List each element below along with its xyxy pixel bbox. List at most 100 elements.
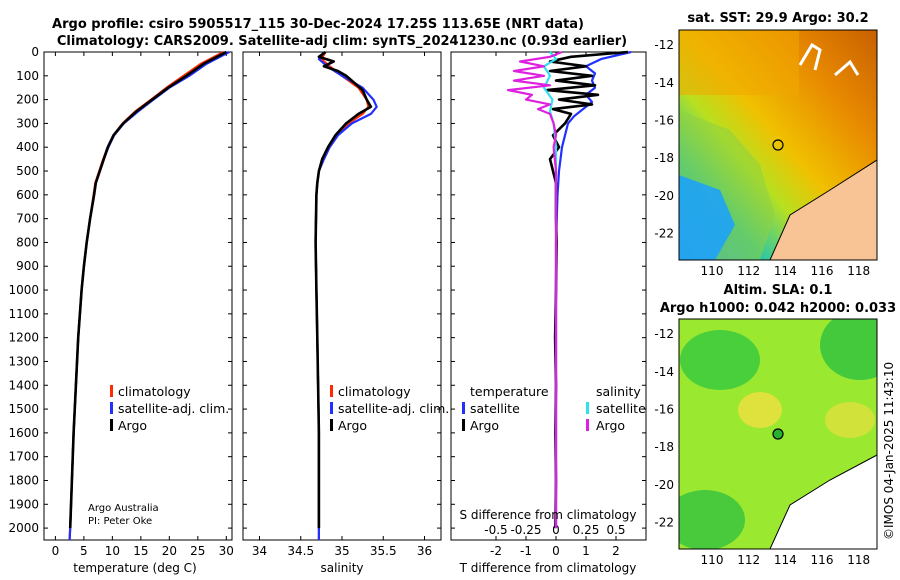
ytick-label: 1800	[8, 473, 39, 487]
legend-swatch-argo	[110, 419, 113, 431]
xtick-label: 2	[612, 544, 620, 558]
sst-land	[769, 159, 877, 260]
legend-satellite-adj-2: satellite-adj. clim.	[338, 401, 449, 416]
xtick-label: -2	[490, 544, 502, 558]
ytick-label: 900	[16, 259, 39, 273]
s-xtick-label: -0.25	[510, 523, 541, 537]
series-argo	[314, 50, 373, 529]
sla-map-title-2: Argo h1000: 0.042 h2000: 0.033	[660, 301, 896, 316]
legend-swatch-climatology	[110, 385, 113, 397]
legend-swatch-argo-2	[330, 419, 333, 431]
sst-lon-label: 112	[737, 264, 760, 278]
sla-lon-label: 116	[811, 553, 834, 567]
ytick-label: 1300	[8, 354, 39, 368]
sst-missing-data	[798, 42, 860, 77]
legend-t-satellite: satellite	[470, 401, 520, 416]
s-xtick-label: -0.5	[484, 523, 507, 537]
difference-legend: temperature salinity satellite Argo sate…	[462, 384, 646, 433]
s-xtick-label: 0.5	[606, 523, 625, 537]
xtick-label: 10	[105, 544, 120, 558]
sst-lon-label: 114	[774, 264, 797, 278]
ytick-label: 2000	[8, 521, 39, 535]
ytick-label: 100	[16, 69, 39, 83]
sla-lat-label: -20	[654, 478, 674, 492]
sla-low-1	[680, 330, 760, 390]
legend-climatology: climatology	[118, 384, 191, 399]
sla-lon-label: 118	[847, 553, 870, 567]
sla-lat-label: -18	[654, 440, 674, 454]
xtick-label: 5	[80, 544, 88, 558]
sst-map	[678, 29, 878, 261]
sla-lon-label: 112	[737, 553, 760, 567]
sla-lat-label: -14	[654, 365, 674, 379]
sla-low-3	[679, 490, 745, 549]
series-argo	[68, 50, 227, 529]
legend-s-argo: Argo	[596, 418, 625, 433]
ytick-label: 1900	[8, 497, 39, 511]
timestamp: ©IMOS 04-Jan-2025 11:43:10	[882, 362, 896, 540]
xtick-label: 35	[334, 544, 349, 558]
ytick-label: 1200	[8, 331, 39, 345]
sst-lat-label: -16	[654, 113, 674, 127]
sst-lon-label: 116	[811, 264, 834, 278]
legend-argo: Argo	[118, 418, 147, 433]
s-xtick-label: 0	[552, 523, 560, 537]
sst-warm-patch	[679, 30, 799, 95]
sla-map	[678, 318, 878, 550]
t-difference-xlabel: T difference from climatology	[459, 561, 637, 575]
xtick-label: 0	[52, 544, 60, 558]
sla-lon-label: 110	[701, 553, 724, 567]
sla-map-frame	[678, 318, 878, 550]
temperature-panel	[43, 51, 233, 541]
sla-argo-location	[772, 428, 784, 440]
sla-high-1	[738, 392, 782, 428]
sst-lon-label: 110	[701, 264, 724, 278]
xtick-label: 15	[133, 544, 148, 558]
legend-swatch-t-argo	[462, 419, 465, 431]
sst-lat-label: -22	[654, 227, 674, 241]
sst-lat-label: -12	[654, 38, 674, 52]
ytick-label: 800	[16, 235, 39, 249]
sst-cold-water	[679, 175, 735, 260]
xtick-label: 35.5	[370, 544, 397, 558]
sla-high-2	[825, 402, 875, 438]
legend-argo-2: Argo	[338, 418, 367, 433]
ytick-label: 0	[31, 45, 39, 59]
xtick-label: -1	[520, 544, 532, 558]
xtick-label: 34.5	[287, 544, 314, 558]
sla-lat-label: -16	[654, 402, 674, 416]
ytick-label: 1000	[8, 283, 39, 297]
legend-swatch-satellite	[110, 402, 113, 414]
temperature-xlabel: temperature (deg C)	[73, 561, 196, 575]
sla-map-title-1: Altim. SLA: 0.1	[724, 283, 833, 298]
series-salinity-argo	[506, 50, 563, 529]
title-line-1: Argo profile: csiro 5905517_115 30-Dec-2…	[52, 17, 584, 32]
sla-low-2	[820, 319, 877, 380]
salinity-xlabel: salinity	[320, 561, 363, 575]
legend-swatch-t-satellite	[462, 402, 465, 414]
legend-climatology-2: climatology	[338, 384, 411, 399]
sla-lat-label: -12	[654, 327, 674, 341]
legend-s-satellite: satellite	[596, 401, 646, 416]
sla-land	[769, 454, 877, 549]
s-xtick-label: 0.25	[573, 523, 600, 537]
sst-map-frame	[678, 29, 878, 261]
legend-swatch-satellite-2	[330, 402, 333, 414]
difference-panel	[450, 51, 647, 541]
sst-lat-label: -20	[654, 189, 674, 203]
ytick-label: 1500	[8, 402, 39, 416]
xtick-label: 0	[552, 544, 560, 558]
credit-org: Argo Australia	[88, 503, 159, 514]
sst-lon-label: 118	[847, 264, 870, 278]
ytick-label: 300	[16, 116, 39, 130]
ytick-label: 600	[16, 188, 39, 202]
legend-satellite-adj: satellite-adj. clim.	[118, 401, 229, 416]
xtick-label: 25	[190, 544, 205, 558]
sst-argo-location	[772, 139, 784, 151]
sla-lon-label: 114	[774, 553, 797, 567]
legend-swatch-s-satellite	[586, 402, 589, 414]
s-difference-xlabel: S difference from climatology	[460, 508, 637, 522]
ytick-label: 700	[16, 212, 39, 226]
salinity-legend: climatology satellite-adj. clim. Argo	[330, 384, 449, 433]
